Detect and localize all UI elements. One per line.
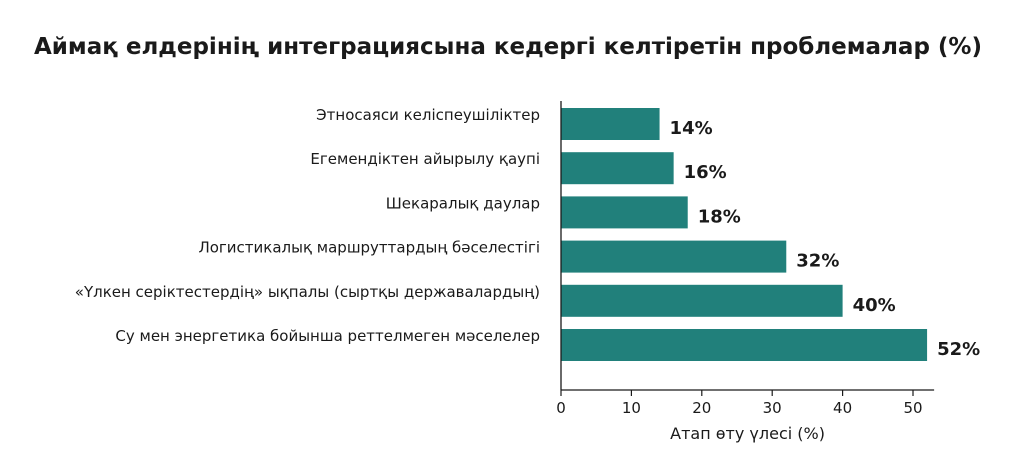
x-axis-label: Атап өту үлесі (%) [670, 424, 825, 443]
value-label: 40% [853, 295, 896, 316]
category-label: Су мен энергетика бойынша реттелмеген мә… [115, 327, 540, 345]
category-label: Этносаяси келіспеушіліктер [316, 106, 540, 124]
value-label: 16% [684, 162, 727, 183]
bars-layer [561, 108, 928, 361]
bar [561, 108, 660, 140]
x-tick-label: 40 [833, 399, 852, 417]
value-labels: 14% 16% 18% 32% 40% 52% [670, 118, 981, 360]
x-axis-ticks: 0 10 20 30 40 50 [556, 390, 923, 417]
x-tick-label: 10 [622, 399, 641, 417]
x-tick-label: 0 [556, 399, 566, 417]
bar [561, 196, 688, 229]
x-tick-label: 20 [692, 399, 711, 417]
bar [561, 240, 787, 273]
category-label: «Үлкен серіктестердің» ықпалы (сыртқы де… [75, 283, 540, 301]
value-label: 52% [937, 339, 980, 360]
category-label: Егемендіктен айырылу қаупі [310, 150, 540, 168]
value-label: 32% [796, 251, 839, 272]
x-tick-label: 50 [903, 399, 922, 417]
bar [561, 152, 674, 185]
chart-title: Аймақ елдерінің интеграциясына кедергі к… [34, 34, 982, 60]
category-label: Шекаралық даулар [386, 194, 540, 212]
value-label: 14% [670, 118, 713, 139]
bar [561, 329, 928, 361]
bar [561, 284, 843, 317]
category-labels: Этносаяси келіспеушіліктер Егемендіктен а… [75, 106, 540, 345]
x-tick-label: 30 [763, 399, 782, 417]
value-label: 18% [698, 206, 741, 227]
category-label: Логистикалық маршруттардың бәселестігі [198, 239, 540, 257]
